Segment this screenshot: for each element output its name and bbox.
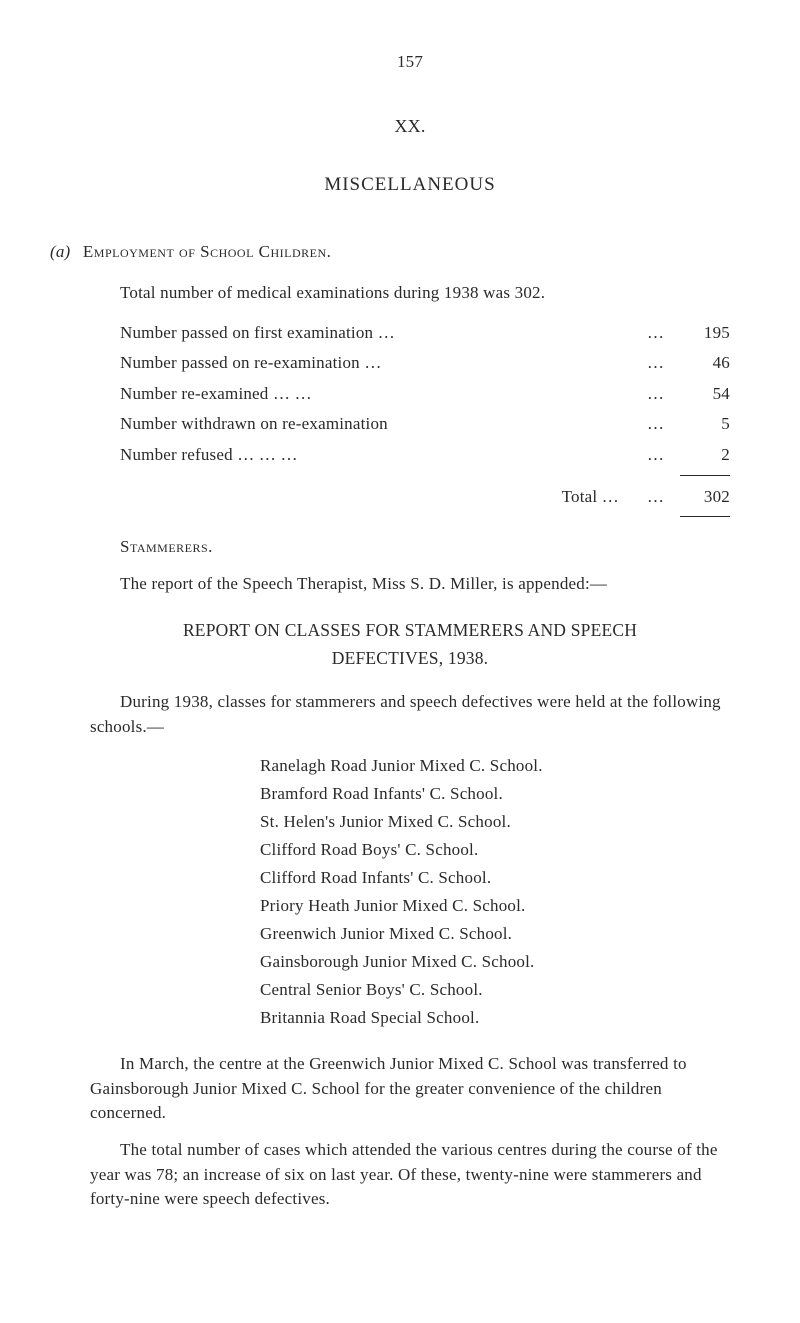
- row-dots: …: [647, 409, 666, 440]
- list-item: St. Helen's Junior Mixed C. School.: [260, 808, 730, 836]
- report-title-line2: DEFECTIVES, 1938.: [332, 648, 489, 668]
- list-item: Bramford Road Infants' C. School.: [260, 780, 730, 808]
- row-dots: …: [647, 348, 666, 379]
- row-value: 54: [680, 379, 730, 410]
- total-label: Total …: [562, 482, 619, 513]
- total-row: Total … … 302: [120, 482, 730, 513]
- exam-table: Number passed on first examination … … 1…: [120, 318, 730, 518]
- table-row: Number refused … … … … 2: [120, 440, 730, 471]
- list-item: Ranelagh Road Junior Mixed C. School.: [260, 752, 730, 780]
- table-row: Number passed on first examination … … 1…: [120, 318, 730, 349]
- row-value: 2: [680, 440, 730, 471]
- section-a-label: (a): [50, 242, 70, 261]
- list-item: Priory Heath Junior Mixed C. School.: [260, 892, 730, 920]
- report-para1: In March, the centre at the Greenwich Ju…: [90, 1052, 730, 1126]
- stammerers-heading: Stammerers.: [120, 535, 730, 560]
- table-row: Number re-examined … … … 54: [120, 379, 730, 410]
- row-value: 46: [680, 348, 730, 379]
- report-title-line1: REPORT ON CLASSES FOR STAMMERERS AND SPE…: [183, 620, 637, 640]
- row-label: Number passed on first examination …: [120, 318, 633, 349]
- report-para2: The total number of cases which attended…: [90, 1138, 730, 1212]
- total-value: 302: [680, 482, 730, 513]
- list-item: Greenwich Junior Mixed C. School.: [260, 920, 730, 948]
- section-a-heading: (a) Employment of School Children.: [50, 240, 730, 265]
- report-title: REPORT ON CLASSES FOR STAMMERERS AND SPE…: [90, 616, 730, 672]
- list-item: Gainsborough Junior Mixed C. School.: [260, 948, 730, 976]
- row-label: Number refused … … …: [120, 440, 633, 471]
- table-row: Number withdrawn on re-examination … 5: [120, 409, 730, 440]
- row-dots: …: [647, 440, 666, 471]
- total-dots: …: [647, 482, 666, 513]
- row-dots: …: [647, 318, 666, 349]
- page-number: 157: [90, 50, 730, 75]
- section-a-intro: Total number of medical examinations dur…: [90, 281, 730, 306]
- row-value: 195: [680, 318, 730, 349]
- row-label: Number passed on re-examination …: [120, 348, 633, 379]
- chapter-number: XX.: [90, 113, 730, 139]
- row-label: Number withdrawn on re-examination: [120, 409, 633, 440]
- school-list: Ranelagh Road Junior Mixed C. School. Br…: [260, 752, 730, 1032]
- document-page: 157 XX. MISCELLANEOUS (a) Employment of …: [0, 0, 800, 1264]
- stammerers-para: The report of the Speech Therapist, Miss…: [90, 572, 730, 597]
- table-row: Number passed on re-examination … … 46: [120, 348, 730, 379]
- row-label: Number re-examined … …: [120, 379, 633, 410]
- list-item: Central Senior Boys' C. School.: [260, 976, 730, 1004]
- rule-below-total: [680, 516, 730, 517]
- row-dots: …: [647, 379, 666, 410]
- list-item: Clifford Road Boys' C. School.: [260, 836, 730, 864]
- main-title: MISCELLANEOUS: [90, 171, 730, 199]
- list-item: Clifford Road Infants' C. School.: [260, 864, 730, 892]
- row-value: 5: [680, 409, 730, 440]
- report-intro: During 1938, classes for stammerers and …: [90, 690, 730, 739]
- rule-above-total: [680, 475, 730, 476]
- list-item: Britannia Road Special School.: [260, 1004, 730, 1032]
- section-a-heading-text: Employment of School Children.: [83, 242, 332, 261]
